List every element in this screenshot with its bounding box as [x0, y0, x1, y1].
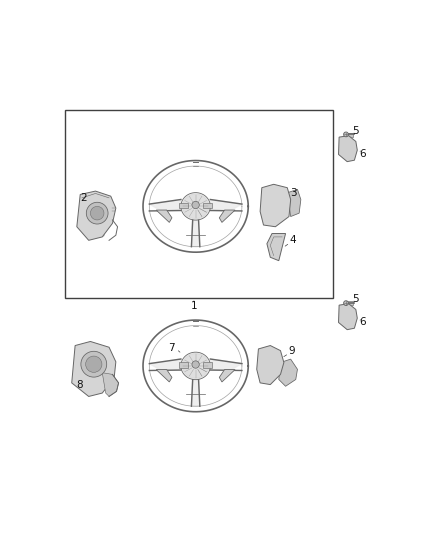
- Bar: [95, 386, 102, 391]
- Polygon shape: [339, 136, 357, 161]
- Bar: [203, 362, 212, 368]
- Bar: [347, 133, 353, 137]
- Bar: [350, 311, 353, 314]
- Bar: [266, 204, 271, 209]
- Bar: [180, 203, 188, 208]
- Bar: [271, 373, 276, 377]
- Polygon shape: [149, 359, 181, 370]
- Text: 2: 2: [80, 193, 87, 203]
- Circle shape: [192, 201, 199, 209]
- Text: 4: 4: [289, 235, 296, 245]
- Bar: [95, 380, 102, 385]
- Text: 8: 8: [76, 379, 82, 390]
- Polygon shape: [191, 379, 200, 406]
- Bar: [343, 149, 347, 152]
- Polygon shape: [287, 189, 301, 216]
- Polygon shape: [102, 373, 119, 397]
- Text: 3: 3: [290, 188, 297, 198]
- Bar: [347, 301, 353, 305]
- Polygon shape: [210, 359, 242, 370]
- Polygon shape: [219, 210, 235, 222]
- Bar: [343, 317, 347, 320]
- Bar: [276, 196, 281, 200]
- Bar: [262, 357, 267, 360]
- Bar: [350, 149, 353, 152]
- Polygon shape: [77, 191, 116, 240]
- Text: 5: 5: [352, 126, 359, 136]
- Bar: [350, 143, 353, 146]
- Polygon shape: [149, 199, 181, 211]
- Bar: [87, 232, 93, 236]
- Text: 7: 7: [169, 343, 175, 353]
- Bar: [87, 227, 93, 230]
- Bar: [84, 380, 90, 385]
- Polygon shape: [260, 184, 291, 227]
- Bar: [98, 232, 104, 236]
- Text: 5: 5: [352, 294, 359, 304]
- Circle shape: [344, 132, 348, 137]
- Bar: [262, 373, 267, 377]
- Polygon shape: [156, 210, 172, 222]
- Polygon shape: [72, 342, 116, 397]
- Bar: [203, 203, 212, 208]
- Bar: [343, 143, 347, 146]
- Circle shape: [90, 206, 104, 220]
- Bar: [350, 322, 353, 326]
- Polygon shape: [279, 359, 297, 386]
- Circle shape: [192, 361, 199, 368]
- Bar: [84, 386, 90, 391]
- Polygon shape: [191, 220, 200, 247]
- Circle shape: [344, 301, 348, 305]
- Bar: [276, 213, 281, 217]
- Polygon shape: [219, 369, 235, 382]
- Bar: [262, 365, 267, 369]
- Circle shape: [81, 351, 107, 377]
- Polygon shape: [210, 199, 242, 211]
- Text: 1: 1: [191, 301, 197, 311]
- Polygon shape: [182, 194, 209, 219]
- Bar: [98, 227, 104, 230]
- Polygon shape: [339, 304, 357, 330]
- Bar: [266, 213, 271, 217]
- Bar: [65, 110, 333, 298]
- Circle shape: [86, 356, 102, 373]
- Bar: [350, 155, 353, 158]
- Bar: [266, 196, 271, 200]
- Bar: [343, 155, 347, 158]
- Polygon shape: [267, 233, 286, 261]
- Bar: [180, 362, 188, 368]
- Bar: [350, 317, 353, 320]
- Text: 6: 6: [360, 318, 366, 327]
- Bar: [271, 357, 276, 360]
- Polygon shape: [182, 353, 209, 378]
- Bar: [276, 204, 281, 209]
- Text: 9: 9: [288, 346, 295, 357]
- Polygon shape: [257, 345, 284, 385]
- Bar: [271, 365, 276, 369]
- Polygon shape: [156, 369, 172, 382]
- Text: 6: 6: [360, 149, 366, 159]
- Circle shape: [86, 203, 108, 224]
- Bar: [343, 311, 347, 314]
- Bar: [343, 322, 347, 326]
